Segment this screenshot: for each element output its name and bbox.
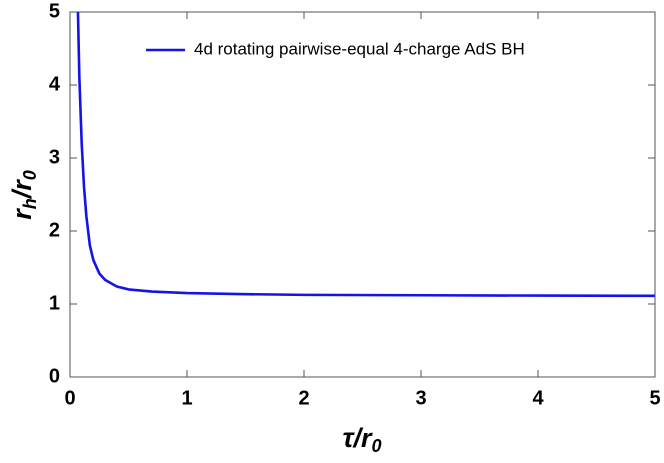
y-tick-label: 0 <box>49 365 60 387</box>
y-tick-label: 2 <box>49 219 60 241</box>
axis-label-part: h <box>20 198 40 209</box>
y-tick-label: 4 <box>49 73 61 95</box>
x-tick-label: 5 <box>649 387 660 409</box>
axis-label-part: τ/r <box>342 423 373 453</box>
legend-label: 4d rotating pairwise-equal 4-charge AdS … <box>194 39 525 58</box>
plot-frame <box>69 11 656 378</box>
y-axis-label: rh/r0 <box>7 170 40 220</box>
x-tick-label: 2 <box>298 387 309 409</box>
y-tick-label: 3 <box>49 146 60 168</box>
x-tick-label: 4 <box>532 387 544 409</box>
axis-label-part: 0 <box>20 170 40 180</box>
axis-label-part: 0 <box>372 436 382 456</box>
x-tick-label: 3 <box>415 387 426 409</box>
x-tick-label: 1 <box>181 387 192 409</box>
y-tick-label: 5 <box>49 0 60 22</box>
data-line <box>76 12 655 298</box>
y-tick-label: 1 <box>49 292 60 314</box>
x-tick-label: 0 <box>64 387 75 409</box>
x-axis-label: τ/r0 <box>342 423 381 456</box>
axis-label-part: /r <box>7 179 37 200</box>
axis-label-part: r <box>7 208 37 220</box>
